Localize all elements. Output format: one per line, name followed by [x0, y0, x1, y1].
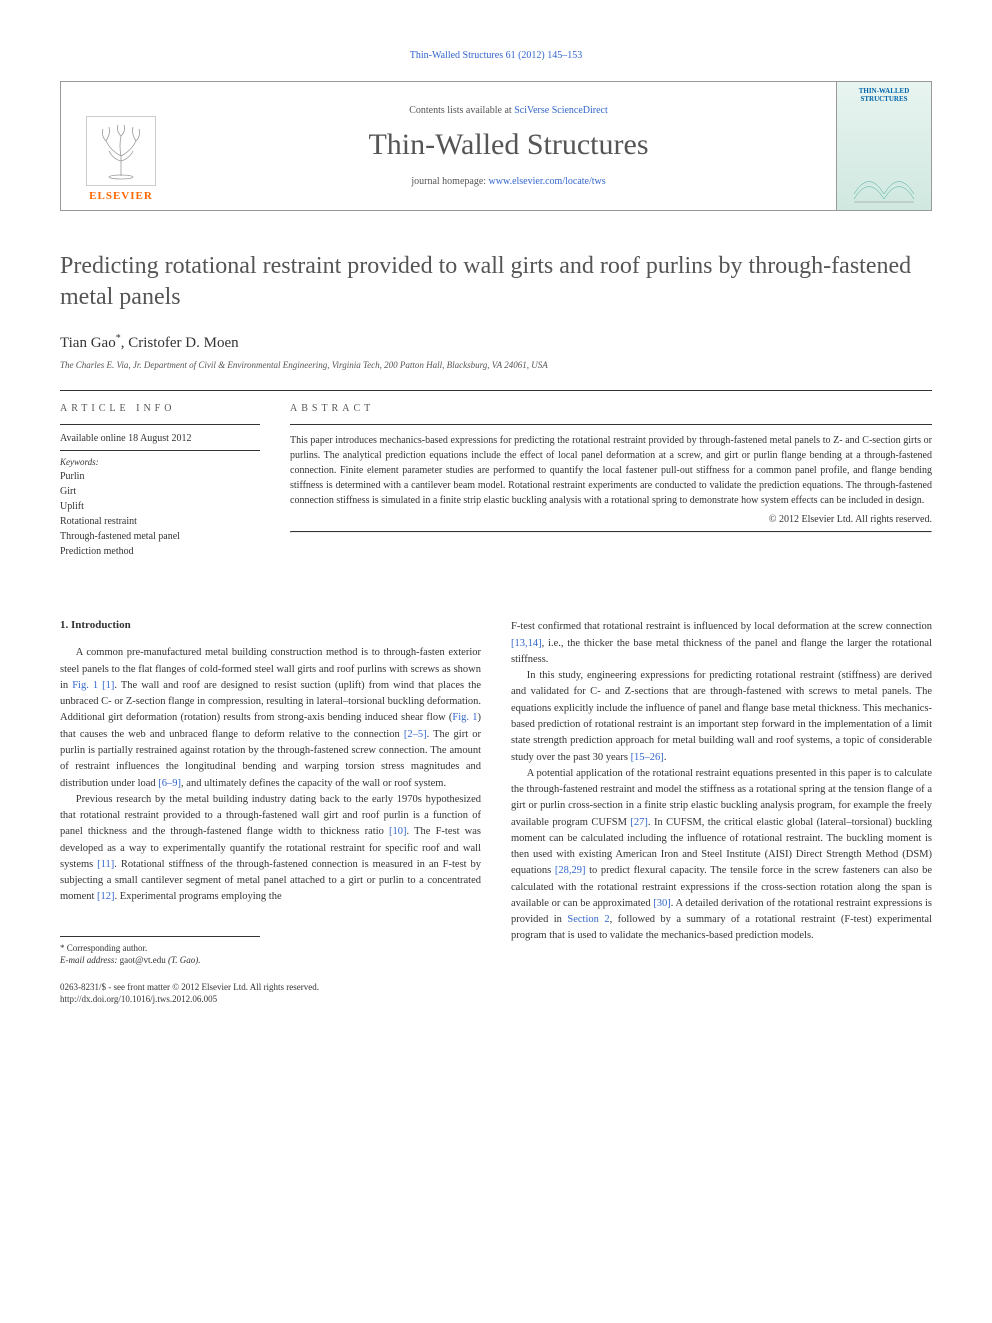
text: . Experimental programs employing the	[115, 891, 282, 902]
publisher-name: ELSEVIER	[89, 190, 153, 202]
text: , and ultimately defines the capacity of…	[181, 778, 446, 789]
ref-27-link[interactable]: [27]	[630, 817, 648, 828]
keyword: Uplift	[60, 499, 260, 514]
citation-header: Thin-Walled Structures 61 (2012) 145–153	[60, 50, 932, 61]
citation-link[interactable]: Thin-Walled Structures 61 (2012) 145–153	[410, 50, 583, 61]
article-info-label: article info	[60, 391, 260, 425]
keywords-list: Purlin Girt Uplift Rotational restraint …	[60, 469, 260, 559]
abstract-bottom-rule	[290, 531, 932, 533]
homepage-line: journal homepage: www.elsevier.com/locat…	[411, 176, 605, 187]
keyword: Girt	[60, 484, 260, 499]
para-3: F-test confirmed that rotational restrai…	[511, 619, 932, 668]
sciencedirect-link[interactable]: SciVerse ScienceDirect	[514, 105, 608, 116]
fig-1-link[interactable]: Fig. 1	[72, 680, 98, 691]
affiliation: The Charles E. Via, Jr. Department of Ci…	[60, 360, 932, 370]
text: . The wall and roof are designed to resi…	[60, 680, 481, 724]
corresponding-author: * Corresponding author.	[60, 943, 260, 953]
journal-title: Thin-Walled Structures	[368, 128, 648, 162]
author-2: Cristofer D. Moen	[128, 335, 238, 351]
keyword: Prediction method	[60, 544, 260, 559]
ref-15-26-link[interactable]: [15–26]	[631, 752, 664, 763]
doi-line: http://dx.doi.org/10.1016/j.tws.2012.06.…	[60, 993, 481, 1006]
online-date: Available online 18 August 2012	[60, 433, 260, 451]
text: , i.e., the thicker the base metal thick…	[511, 638, 932, 665]
corresponding-footer: * Corresponding author. E-mail address: …	[60, 936, 260, 965]
ref-13-14-link[interactable]: [13,14]	[511, 638, 542, 649]
ref-11-link[interactable]: [11]	[97, 859, 114, 870]
elsevier-tree-icon	[86, 116, 156, 186]
header-center: Contents lists available at SciVerse Sci…	[181, 82, 836, 210]
article-title: Predicting rotational restraint provided…	[60, 251, 932, 313]
email-link[interactable]: gaot@vt.edu	[120, 955, 166, 965]
body-col-right: F-test confirmed that rotational restrai…	[511, 619, 932, 1005]
keywords-label: Keywords:	[60, 457, 260, 467]
email-label: E-mail address:	[60, 955, 120, 965]
body-text-right: F-test confirmed that rotational restrai…	[511, 619, 932, 944]
authors: Tian Gao*, Cristofer D. Moen	[60, 333, 932, 352]
author-1: Tian Gao	[60, 335, 116, 351]
abstract-col: abstract This paper introduces mechanics…	[290, 391, 932, 559]
section-2-link[interactable]: Section 2	[567, 914, 609, 925]
ref-1-link[interactable]: [1]	[102, 680, 114, 691]
ref-12-link[interactable]: [12]	[97, 891, 115, 902]
issn-line: 0263-8231/$ - see front matter © 2012 El…	[60, 981, 481, 994]
body-text-left: A common pre-manufactured metal building…	[60, 645, 481, 905]
email-line: E-mail address: gaot@vt.edu (T. Gao).	[60, 955, 260, 965]
keyword: Through-fastened metal panel	[60, 529, 260, 544]
para-5: A potential application of the rotationa…	[511, 766, 932, 945]
email-author: (T. Gao).	[166, 955, 201, 965]
corresponding-text: Corresponding author.	[65, 943, 148, 953]
text: F-test confirmed that rotational restrai…	[511, 621, 932, 632]
body-columns: 1. Introduction A common pre-manufacture…	[60, 619, 932, 1005]
info-abstract-row: article info Available online 18 August …	[60, 391, 932, 559]
section-1-heading: 1. Introduction	[60, 619, 481, 631]
homepage-link[interactable]: www.elsevier.com/locate/tws	[489, 176, 606, 187]
para-2: Previous research by the metal building …	[60, 792, 481, 906]
homepage-prefix: journal homepage:	[411, 176, 488, 187]
para-4: In this study, engineering expressions f…	[511, 668, 932, 766]
article-info-col: article info Available online 18 August …	[60, 391, 260, 559]
ref-2-5-link[interactable]: [2–5]	[404, 729, 427, 740]
keyword: Purlin	[60, 469, 260, 484]
para-1: A common pre-manufactured metal building…	[60, 645, 481, 791]
journal-cover: THIN-WALLED STRUCTURES	[836, 82, 931, 210]
ref-28-29-link[interactable]: [28,29]	[555, 865, 586, 876]
cover-art-icon	[843, 103, 925, 204]
ref-6-9-link[interactable]: [6–9]	[158, 778, 181, 789]
cover-title: THIN-WALLED STRUCTURES	[843, 88, 925, 103]
abstract-text: This paper introduces mechanics-based ex…	[290, 433, 932, 508]
fig-1b-link[interactable]: Fig. 1	[452, 712, 477, 723]
abstract-copyright: © 2012 Elsevier Ltd. All rights reserved…	[290, 514, 932, 525]
ref-30-link[interactable]: [30]	[653, 898, 671, 909]
contents-line: Contents lists available at SciVerse Sci…	[409, 105, 608, 116]
contents-prefix: Contents lists available at	[409, 105, 514, 116]
journal-header: ELSEVIER Contents lists available at Sci…	[60, 81, 932, 211]
ref-10-link[interactable]: [10]	[389, 826, 407, 837]
keyword: Rotational restraint	[60, 514, 260, 529]
text: In this study, engineering expressions f…	[511, 670, 932, 762]
body-col-left: 1. Introduction A common pre-manufacture…	[60, 619, 481, 1005]
publisher-logo-block: ELSEVIER	[61, 82, 181, 210]
bottom-meta: 0263-8231/$ - see front matter © 2012 El…	[60, 981, 481, 1006]
text: .	[664, 752, 667, 763]
abstract-label: abstract	[290, 391, 932, 425]
